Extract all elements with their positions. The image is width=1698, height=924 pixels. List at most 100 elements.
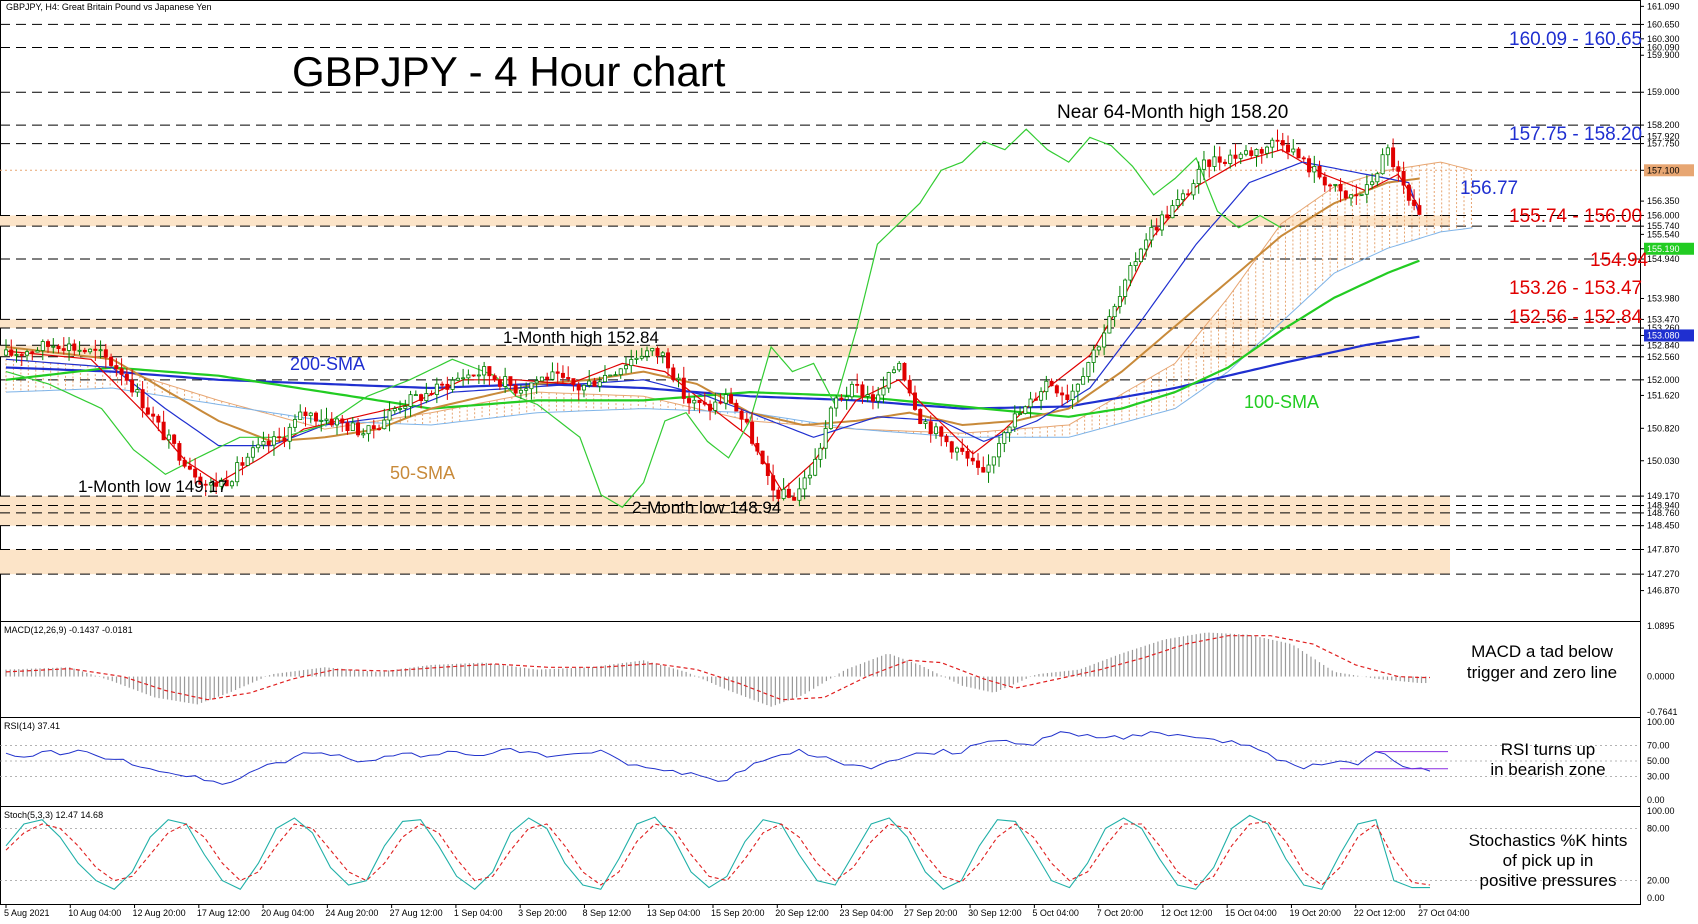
price-tag-label: 150.030 [1647, 456, 1680, 466]
candle-body [902, 362, 907, 381]
candle-body [608, 374, 613, 377]
x-tick-label: 27 Aug 12:00 [390, 908, 443, 918]
candle-body [271, 436, 276, 446]
macd-annotation: MACD a tad below trigger and zero line [1467, 642, 1617, 682]
candle-body [229, 481, 234, 487]
candle-body [1228, 154, 1233, 164]
annotation-100-sma: 100-SMA [1244, 392, 1319, 412]
candle-body [503, 376, 508, 387]
chart-title: GBPJPY - 4 Hour chart [292, 48, 726, 95]
candle-body [261, 440, 266, 446]
candle-body [224, 479, 229, 487]
candle-body [130, 379, 135, 393]
candle-body [98, 349, 103, 352]
candle-body [1217, 156, 1222, 163]
candle-body [1054, 385, 1059, 394]
candle-body [292, 419, 297, 428]
candle-body [697, 399, 702, 404]
price-tag-label: 147.270 [1647, 569, 1680, 579]
stoch-panel[interactable] [0, 806, 1641, 905]
candle-body [455, 377, 460, 381]
candle-body [976, 460, 981, 468]
candle-body [639, 355, 644, 359]
candle-body [1112, 305, 1117, 318]
candle-body [1159, 214, 1164, 231]
candle-body [466, 374, 471, 379]
candle-body [398, 408, 403, 410]
candle-body [282, 437, 287, 442]
x-tick-label: 10 Aug 04:00 [68, 908, 121, 918]
candle-body [140, 389, 145, 409]
candle-body [823, 428, 828, 449]
macd-annotation-line: MACD a tad below [1471, 642, 1613, 661]
candle-body [1117, 296, 1122, 307]
candle-body [1412, 199, 1417, 206]
candle-body [708, 403, 713, 411]
rsi-tick-label: 50.00 [1647, 756, 1670, 766]
candle-body [419, 394, 424, 402]
candle-body [692, 399, 697, 404]
candle-body [1212, 156, 1217, 167]
candle-body [313, 412, 318, 422]
candle-body [1165, 214, 1170, 219]
macd-signal-line [5, 635, 1430, 701]
price-tag-label: 155.190 [1647, 244, 1680, 254]
candle-body [618, 368, 623, 376]
candle-body [324, 418, 329, 421]
candle-body [350, 422, 355, 432]
rsi-tick-label: 30.00 [1647, 772, 1670, 782]
candle-body [366, 425, 371, 435]
candle-body [508, 376, 513, 386]
candle-body [744, 418, 749, 423]
rsi-line [5, 731, 1431, 785]
candle-body [1275, 139, 1280, 142]
macd-tick-label: 0.0000 [1647, 672, 1675, 682]
candle-body [786, 488, 791, 498]
candle-body [9, 349, 14, 356]
candle-body [1007, 426, 1012, 434]
candle-body [413, 394, 418, 397]
candle-body [387, 410, 392, 421]
candle-body [166, 434, 171, 441]
candle-body [156, 415, 161, 423]
stoch-annotation-line: Stochastics %K hints [1469, 831, 1628, 850]
candle-body [1333, 184, 1338, 186]
candle-body [403, 406, 408, 409]
candle-body [865, 394, 870, 397]
candle-body [1065, 394, 1070, 400]
candle-body [1233, 154, 1238, 159]
candle-body [1406, 184, 1411, 201]
x-tick-label: 12 Oct 12:00 [1161, 908, 1213, 918]
candle-body [1191, 183, 1196, 196]
candle-body [881, 387, 886, 396]
price-tag-label: 156.000 [1647, 210, 1680, 220]
candle-body [550, 371, 555, 380]
candle-body [1175, 199, 1180, 206]
rsi-label: RSI(14) 37.41 [4, 721, 60, 731]
candle-body [161, 421, 166, 441]
candle-body [634, 357, 639, 360]
highlight-band-3 [0, 496, 1450, 526]
candle-body [1417, 205, 1422, 215]
candle-body [114, 365, 119, 370]
price-tag-label: 153.980 [1647, 293, 1680, 303]
price-tag-label: 152.840 [1647, 340, 1680, 350]
candle-body [629, 359, 634, 367]
candle-body [729, 394, 734, 404]
candle-body [445, 383, 450, 390]
candle-body [555, 371, 560, 374]
100-sma-line [5, 259, 1420, 418]
candle-body [1254, 149, 1259, 156]
candle-body [46, 341, 51, 347]
candle-body [1086, 362, 1091, 377]
candle-body [771, 475, 776, 491]
candle-body [860, 384, 865, 397]
candle-body [765, 463, 770, 476]
candle-body [655, 348, 660, 356]
candle-body [266, 440, 271, 446]
x-tick-label: 23 Sep 04:00 [840, 908, 894, 918]
candle-body [671, 367, 676, 381]
stoch-tick-label: 80.00 [1647, 823, 1670, 833]
rsi-annotation: RSI turns up in bearish zone [1490, 740, 1605, 779]
